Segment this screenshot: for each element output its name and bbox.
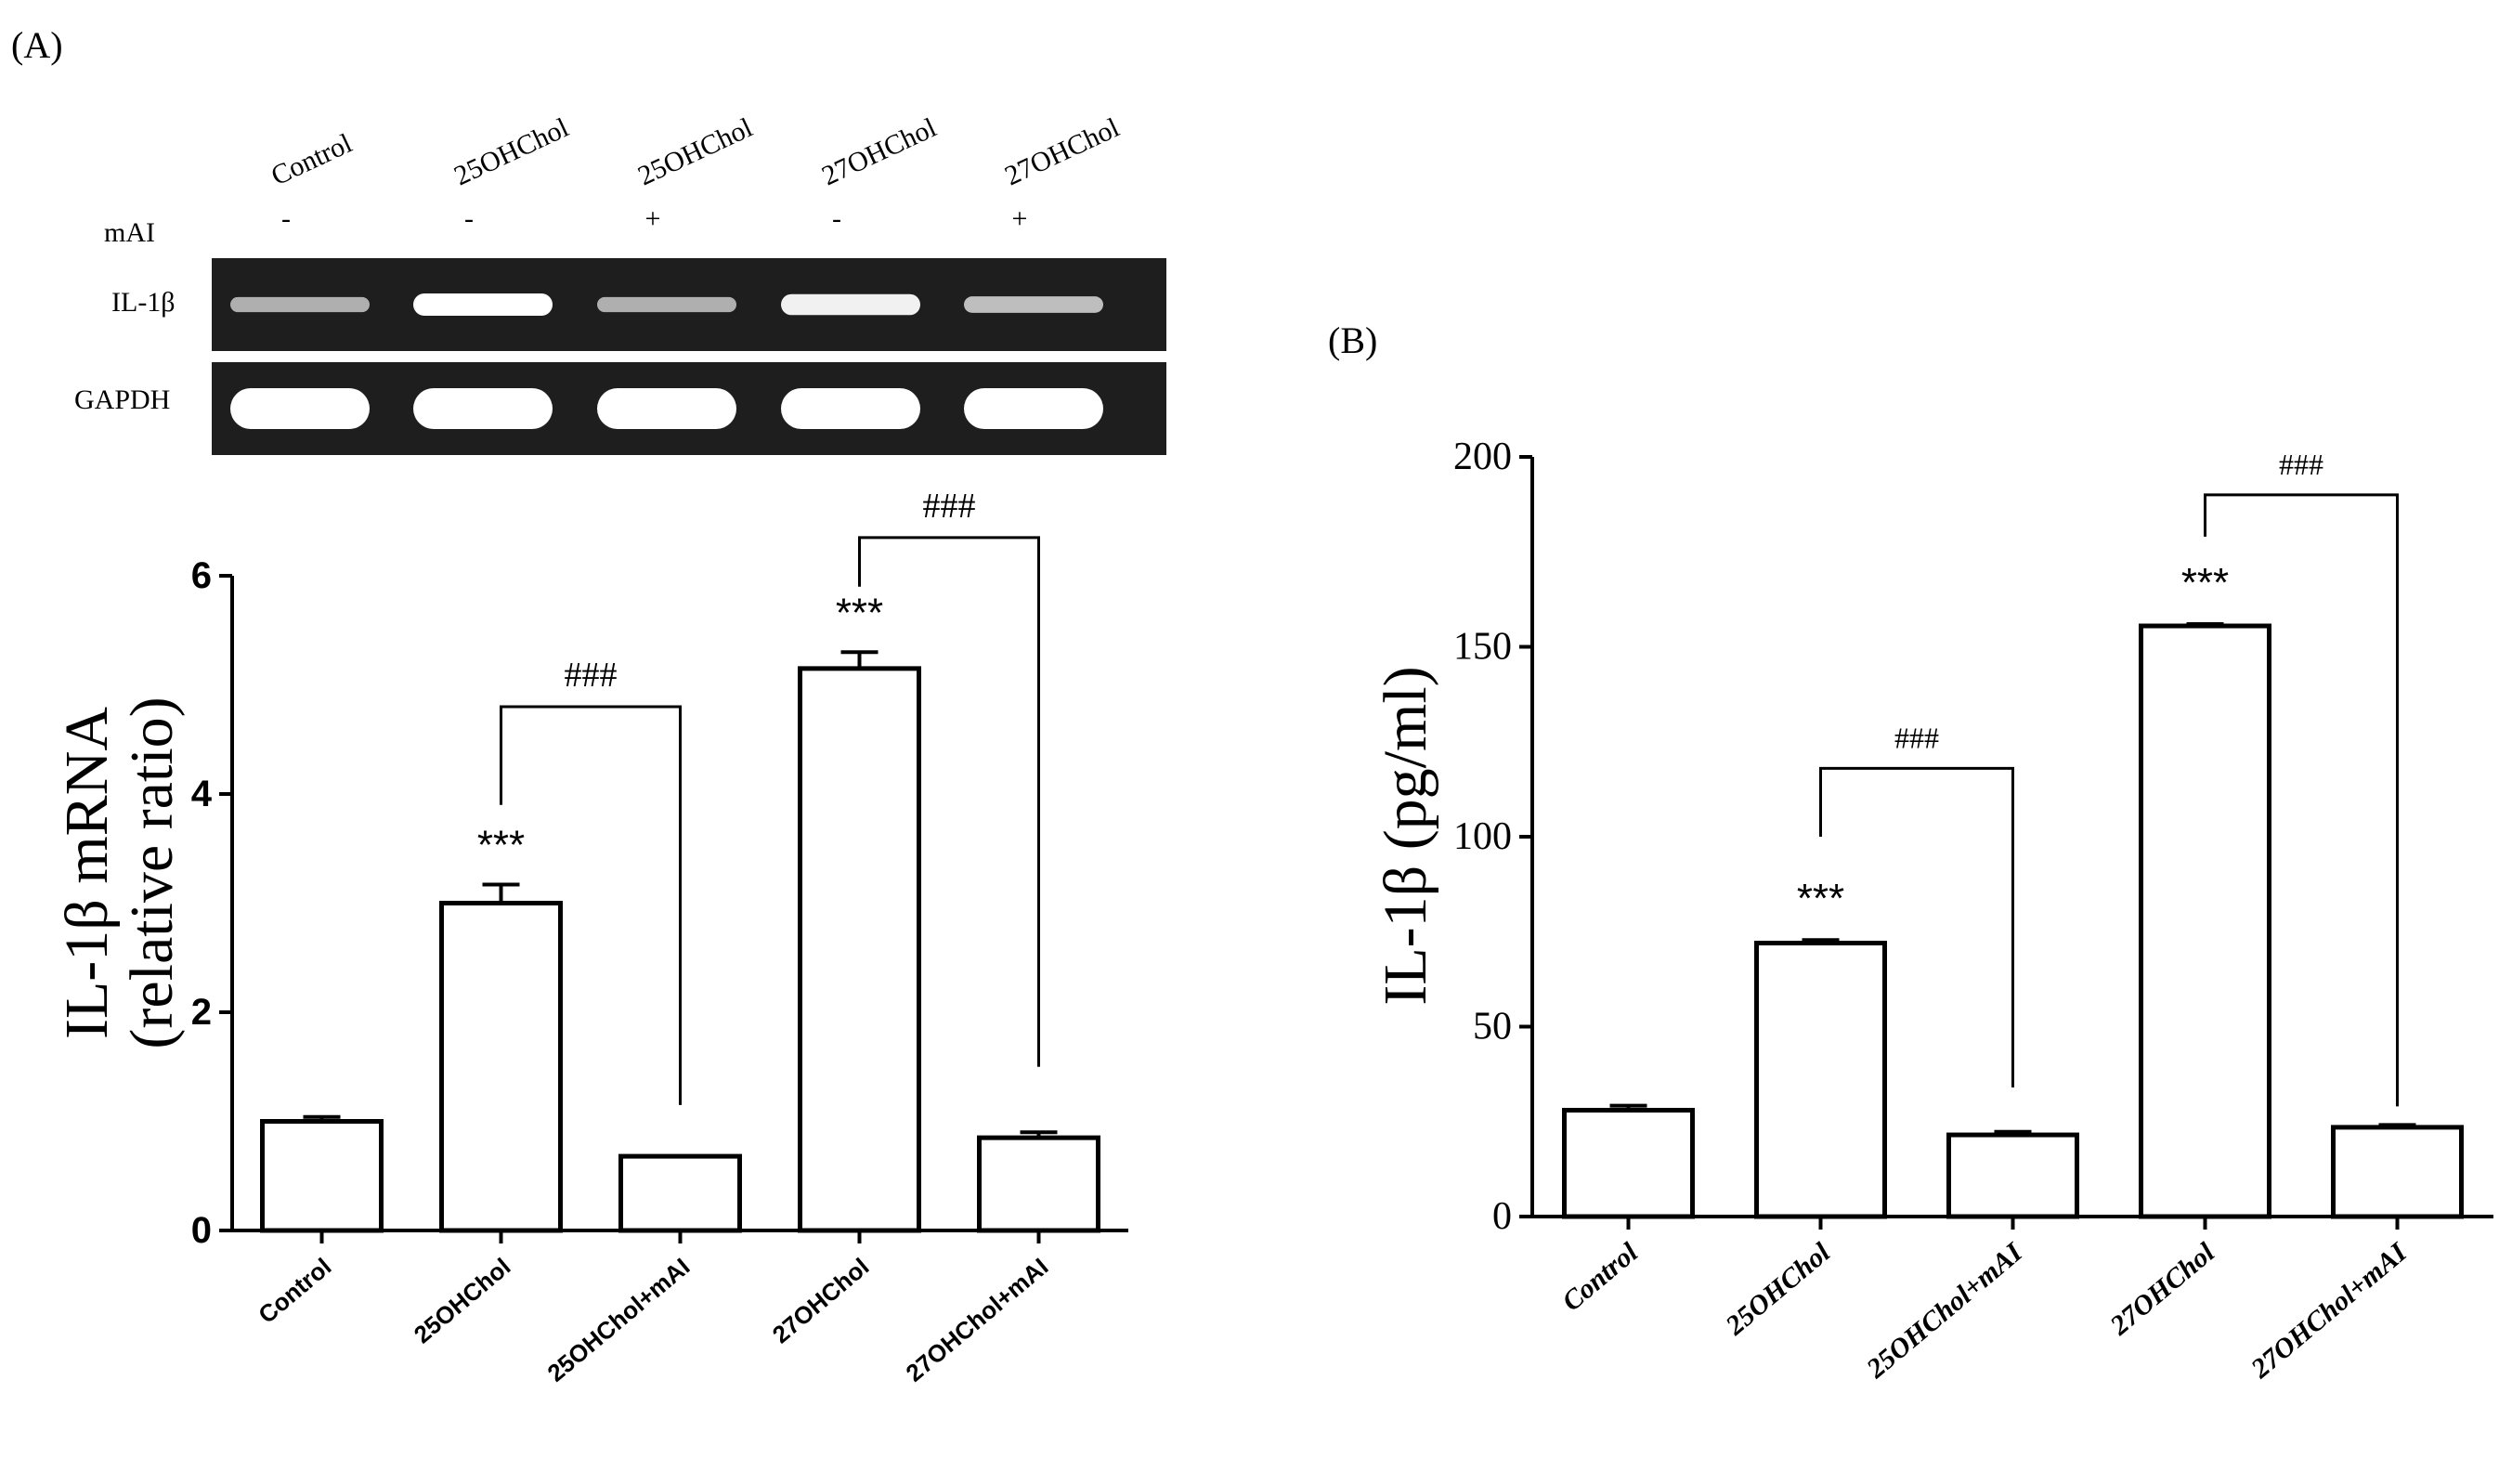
panel-b-label: (B) <box>1328 319 1377 361</box>
bar <box>439 901 563 1233</box>
significance-marker: *** <box>2181 560 2229 605</box>
x-tick-label: 27OHChol <box>767 1253 875 1349</box>
y-tick-label: 0 <box>1492 1195 1512 1238</box>
gel-band <box>413 388 553 429</box>
y-tick-label: 200 <box>1453 436 1512 478</box>
bar <box>1946 1132 2079 1219</box>
chart-a-ylabel-line2: (relative ratio) <box>118 696 186 1048</box>
gel-band <box>597 388 736 429</box>
gel-lane-header: 25OHChol <box>633 112 757 192</box>
x-tick-label: 27OHChol <box>2104 1237 2221 1342</box>
bar <box>2139 623 2271 1219</box>
gel-band <box>597 296 736 313</box>
significance-marker: *** <box>836 590 883 635</box>
comparison-bracket <box>500 705 682 1105</box>
x-tick-label: 25OHChol+mAI <box>1860 1236 2029 1385</box>
gel-band <box>781 293 920 316</box>
comparison-marker: ### <box>923 487 976 526</box>
x-tick-label: 27OHChol+mAI <box>2245 1236 2414 1385</box>
y-tick-label: 4 <box>191 774 213 814</box>
chart-a-ylabel-line1: IL-1β mRNA <box>53 707 121 1039</box>
comparison-marker: ### <box>2279 448 2323 481</box>
comparison-marker: ### <box>1894 721 1939 754</box>
bar <box>798 666 921 1233</box>
bar <box>977 1135 1100 1233</box>
x-tick-label: 25OHChol <box>409 1253 516 1349</box>
significance-marker: *** <box>477 823 525 868</box>
comparison-marker: ### <box>565 656 618 695</box>
gel-lane-header: 27OHChol <box>1000 112 1124 192</box>
significance-marker: *** <box>1797 876 1844 921</box>
gel-treatment-mark: - <box>464 203 474 234</box>
comparison-bracket <box>858 536 1040 1067</box>
y-tick-label: 50 <box>1473 1006 1512 1048</box>
gel-treatment-mark: + <box>645 203 661 234</box>
bar <box>618 1153 742 1233</box>
gel-treatment-mark: + <box>1012 203 1028 234</box>
x-tick-label: Control <box>1556 1237 1645 1318</box>
chart-a: IL-1β mRNA (relative ratio) 0 2 4 6 Control 2… <box>53 487 1128 1387</box>
treatment-label: mAI <box>104 217 155 248</box>
gel-band <box>230 388 370 429</box>
y-tick-label: 2 <box>191 992 212 1033</box>
y-tick-label: 100 <box>1453 815 1512 858</box>
gel-row-label-gapdh: GAPDH <box>74 384 170 415</box>
chart-b: IL-1β (pg/ml) 0 50 100 150 200 Control 25OHCho… <box>1372 436 2493 1385</box>
y-tick-label: 6 <box>191 555 212 596</box>
gel-band <box>964 296 1103 313</box>
panel-a-label: (A) <box>11 24 63 66</box>
x-tick-label: 25OHChol+mAI <box>542 1253 696 1387</box>
gel-band <box>781 388 920 429</box>
y-tick-label: 0 <box>191 1210 212 1251</box>
gel-treatment-mark: - <box>281 203 291 234</box>
bar <box>2331 1125 2464 1219</box>
comparison-bracket <box>1819 766 2014 1087</box>
y-tick-label: 150 <box>1453 626 1512 669</box>
gel-treatment-mark: - <box>832 203 841 234</box>
bar <box>1562 1107 1695 1219</box>
gel-lane-header: Control <box>267 128 357 192</box>
gel-lane-header: 27OHChol <box>817 112 941 192</box>
bar <box>260 1119 384 1233</box>
gel-row-label-il1b: IL-1β <box>111 287 176 318</box>
x-tick-label: 25OHChol <box>1720 1237 1837 1342</box>
gel-band <box>964 388 1103 429</box>
x-tick-label: 27OHChol+mAI <box>901 1253 1054 1387</box>
gel-band <box>413 293 553 316</box>
gel-image: mAI IL-1β GAPDH Control 25OHChol 25OHChol 2… <box>74 112 1166 455</box>
gel-band <box>230 296 370 313</box>
bar <box>1754 941 1887 1219</box>
chart-b-ylabel: IL-1β (pg/ml) <box>1372 666 1439 1005</box>
gel-lane-header: 25OHChol <box>449 112 573 192</box>
x-tick-label: Control <box>253 1253 336 1329</box>
comparison-bracket <box>2204 493 2399 1107</box>
